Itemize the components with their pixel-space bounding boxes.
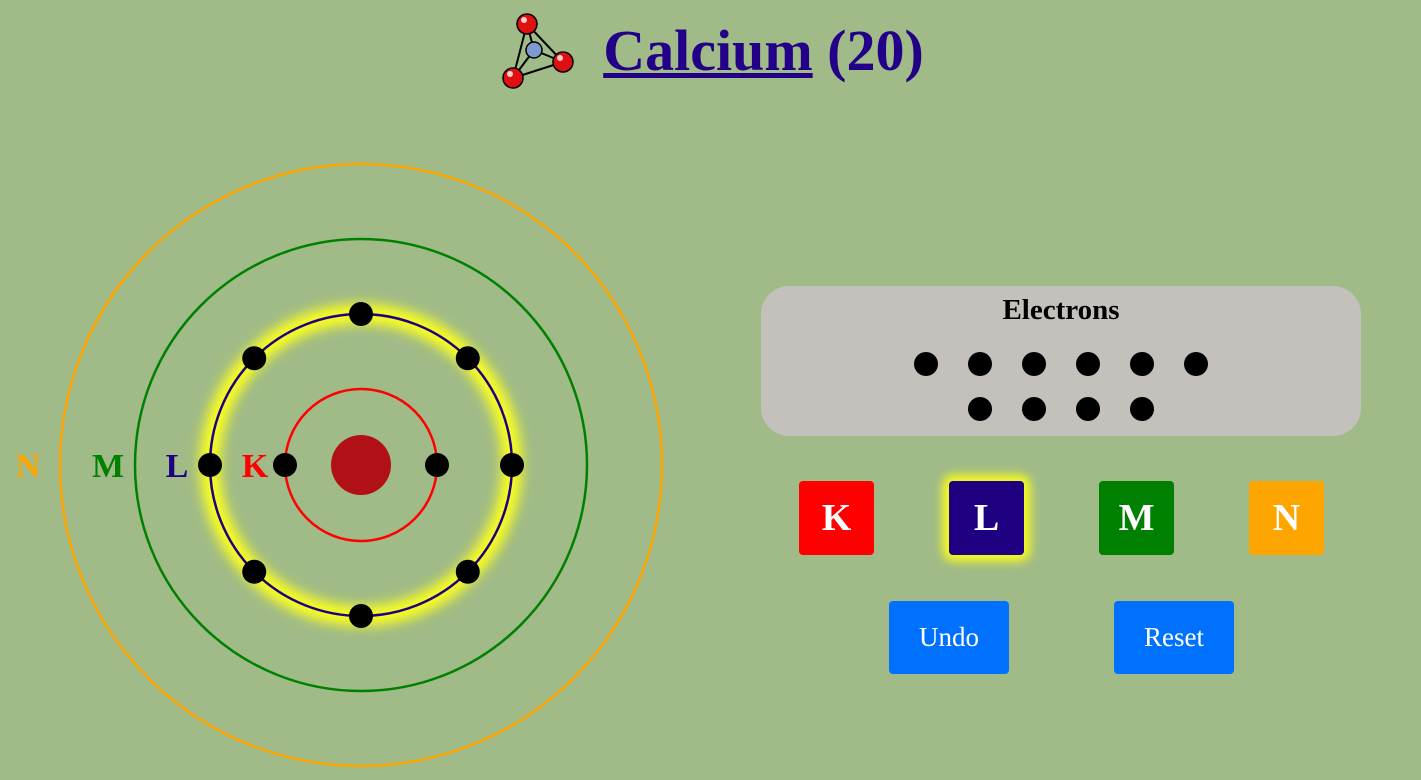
- pool-electron[interactable]: [968, 397, 992, 421]
- undo-button[interactable]: Undo: [889, 601, 1009, 674]
- shell-k-label: K: [242, 448, 269, 485]
- placed-electrons: [198, 302, 524, 628]
- pool-electron[interactable]: [1184, 352, 1208, 376]
- electron-k: [425, 453, 449, 477]
- shell-m-label: M: [92, 448, 124, 485]
- electron-k: [273, 453, 297, 477]
- header: Calcium (20): [0, 8, 1421, 92]
- shell-l-label: L: [166, 448, 189, 485]
- pool-electron[interactable]: [1076, 397, 1100, 421]
- reset-button[interactable]: Reset: [1114, 601, 1234, 674]
- shell-k-button[interactable]: K: [799, 481, 874, 555]
- electron-l: [349, 302, 373, 326]
- pool-electron[interactable]: [1076, 352, 1100, 376]
- electron-l: [242, 346, 267, 371]
- shell-n-orbit[interactable]: [58, 162, 664, 768]
- electron-pool-title: Electrons: [1002, 294, 1120, 326]
- nucleus: [331, 435, 391, 495]
- page-title: Calcium (20): [603, 17, 924, 84]
- pool-electron[interactable]: [1022, 352, 1046, 376]
- electron-l: [198, 453, 222, 477]
- shell-n-label: N: [16, 448, 41, 485]
- electron-l: [500, 453, 524, 477]
- pool-electron[interactable]: [1130, 397, 1154, 421]
- shell-m-orbit[interactable]: [133, 237, 589, 693]
- electron-pool-panel: Electrons: [761, 286, 1361, 436]
- pool-electron[interactable]: [968, 352, 992, 376]
- pool-electron[interactable]: [914, 352, 938, 376]
- molecule-icon: [502, 13, 574, 89]
- electron-l: [349, 604, 373, 628]
- shell-l-button[interactable]: L: [949, 481, 1024, 555]
- electron-l: [242, 559, 267, 584]
- electron-l: [455, 346, 480, 371]
- shell-n-button[interactable]: N: [1249, 481, 1324, 555]
- shell-m-button[interactable]: M: [1099, 481, 1174, 555]
- pool-electron[interactable]: [1022, 397, 1046, 421]
- electron-pool: [914, 352, 1208, 421]
- atomic-number: (20): [827, 17, 924, 83]
- electron-l: [455, 559, 480, 584]
- pool-electron[interactable]: [1130, 352, 1154, 376]
- atom-diagram: K L M N: [16, 162, 664, 768]
- shell-labels: K L M N: [16, 448, 269, 485]
- element-name-link[interactable]: Calcium: [603, 17, 813, 83]
